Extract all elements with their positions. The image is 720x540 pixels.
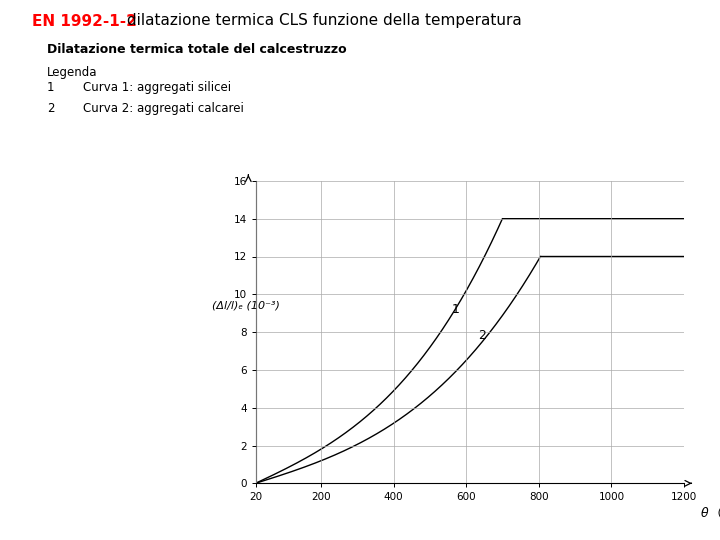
Text: θ: θ [701, 508, 708, 521]
Text: (°C): (°C) [714, 508, 720, 517]
Text: 2: 2 [47, 102, 54, 114]
Text: Dilatazione termica totale del calcestruzzo: Dilatazione termica totale del calcestru… [47, 43, 346, 56]
Text: Legenda: Legenda [47, 66, 97, 79]
Text: 1: 1 [47, 81, 54, 94]
Text: 1: 1 [451, 303, 459, 316]
Text: (Δl/l)ₑ (10⁻³): (Δl/l)ₑ (10⁻³) [212, 300, 280, 310]
Text: EN 1992-1-2: EN 1992-1-2 [32, 14, 138, 29]
Text: Curva 1: aggregati silicei: Curva 1: aggregati silicei [83, 81, 231, 94]
Text: Curva 2: aggregati calcarei: Curva 2: aggregati calcarei [83, 102, 243, 114]
Text: dilatazione termica CLS funzione della temperatura: dilatazione termica CLS funzione della t… [122, 14, 522, 29]
Text: 2: 2 [479, 329, 487, 342]
